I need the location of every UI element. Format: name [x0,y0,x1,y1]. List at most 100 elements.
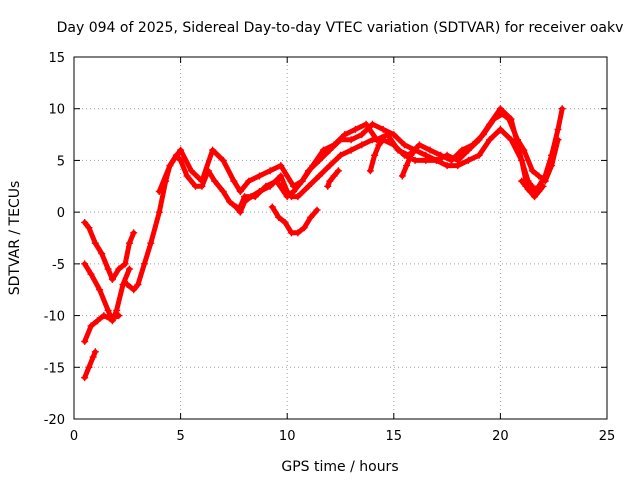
data-point [398,172,406,180]
data-point [134,281,142,289]
data-point [130,286,138,294]
data-point [104,265,112,273]
data-point [85,224,93,232]
data-point [400,141,408,149]
y-tick-label: -20 [44,413,65,428]
series-trace [82,220,137,282]
series-trace [156,111,561,194]
plot-frame [73,56,608,420]
data-point [330,172,338,180]
x-tick-label: 10 [279,429,296,444]
data-point [198,177,206,185]
data-point [490,115,498,123]
data-point [309,162,317,170]
data-point [87,270,95,278]
data-point [447,156,455,164]
y-tick-label: 15 [48,51,65,66]
data-point [505,115,513,123]
data-point [513,136,521,144]
data-point [531,193,539,201]
data-point [89,353,97,361]
series-trace [82,349,98,381]
data-point [558,105,566,113]
data-point [85,363,93,371]
data-point [268,203,276,211]
data-point [211,177,219,185]
data-point [236,187,244,195]
data-point [368,120,376,128]
x-tick-label: 15 [386,429,403,444]
data-point [192,182,200,190]
data-point [219,156,227,164]
data-point [454,162,462,170]
data-point [469,141,477,149]
data-point [479,131,487,139]
data-point [115,312,123,320]
data-point [390,141,398,149]
data-point [81,337,89,345]
data-point [81,374,89,382]
data-point [315,172,323,180]
data-point [275,213,283,221]
data-point [255,172,263,180]
x-axis-label: GPS time / hours [281,459,398,475]
data-point [91,239,99,247]
data-point [411,156,419,164]
data-point [507,136,515,144]
data-point [464,156,472,164]
data-point [422,156,430,164]
data-point [247,193,255,201]
data-point [287,193,295,201]
data-point [283,187,291,195]
data-point [319,146,327,154]
data-point [111,314,119,322]
x-tick-label: 0 [70,429,78,444]
series-gap-fragment-1 [324,167,342,190]
data-point [324,182,332,190]
data-point [96,286,104,294]
data-point [415,141,423,149]
data-point [347,136,355,144]
data-point [432,156,440,164]
data-point [106,315,114,323]
data-point [266,182,274,190]
data-point [366,167,374,175]
data-point [426,146,434,154]
data-point [458,146,466,154]
data-point [241,198,249,206]
data-point [379,125,387,133]
data-point [113,306,121,314]
axis-ticks: 0 5 10 15 20 25 -20 -15 -10 -5 0 5 10 15 [44,51,616,444]
data-point [183,172,191,180]
data-point [518,156,526,164]
data-point [125,265,133,273]
data-point [298,177,306,185]
data-point [337,151,344,159]
data-point [362,120,370,128]
data-point [81,260,89,268]
data-point [403,162,411,170]
data-point [548,162,556,170]
series-trace [399,147,418,179]
data-point [93,317,101,325]
series-trace [519,178,535,192]
chart-title: Day 094 of 2025, Sidereal Day-to-day VTE… [57,20,624,36]
data-point [499,110,507,118]
series-trace [325,168,341,189]
data-point [330,141,338,149]
series-early-a [81,218,138,283]
data-point [294,229,302,237]
series-early-d [81,348,99,382]
data-point [528,182,536,190]
data-point [411,146,419,154]
data-point [535,172,543,180]
data-point [475,151,483,159]
data-point [177,156,185,164]
data-point [351,125,359,133]
data-point [528,167,536,175]
y-axis-label: SDTVAR / TECUs [7,181,23,296]
data-point [277,162,285,170]
data-point [307,213,315,221]
y-tick-label: -10 [44,310,65,325]
